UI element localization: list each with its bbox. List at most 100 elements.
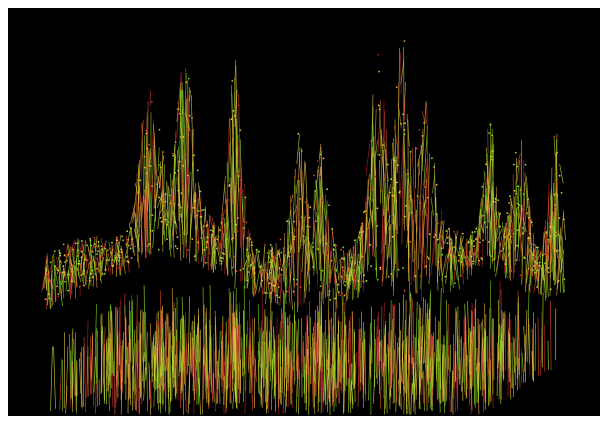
strand (125, 359, 127, 400)
strand (398, 379, 401, 407)
point (174, 141, 177, 144)
strand (115, 334, 118, 403)
point (557, 279, 560, 282)
point (453, 231, 455, 233)
strand (297, 180, 300, 313)
point (179, 88, 182, 91)
point (312, 266, 315, 268)
strand (271, 250, 276, 269)
strand (174, 307, 176, 387)
strand (231, 60, 236, 212)
strand (113, 306, 116, 376)
point (340, 275, 343, 278)
point (100, 245, 103, 248)
point (111, 241, 113, 244)
point (166, 223, 168, 226)
point (104, 247, 107, 250)
point (118, 254, 121, 257)
strand (205, 324, 208, 403)
strand (359, 329, 361, 391)
strand (515, 315, 517, 366)
point (534, 260, 537, 263)
strand (516, 160, 520, 183)
strand (71, 360, 74, 413)
strand (483, 337, 486, 410)
strand (127, 363, 129, 414)
strand (141, 309, 145, 389)
point (300, 150, 303, 152)
strand (318, 311, 321, 371)
point (479, 241, 481, 244)
point (435, 213, 438, 215)
strand (432, 172, 436, 194)
strand (99, 243, 106, 275)
point (266, 252, 269, 254)
strand (283, 317, 287, 397)
strand (431, 345, 433, 411)
point (424, 265, 427, 268)
strand (288, 220, 292, 254)
point (103, 272, 106, 275)
point (390, 178, 392, 181)
point (329, 299, 332, 301)
strand (46, 272, 51, 301)
strand (71, 239, 76, 289)
point (419, 213, 421, 216)
point (388, 244, 390, 247)
strand (333, 342, 336, 389)
point (361, 255, 364, 258)
point (166, 238, 168, 241)
strand (398, 337, 401, 370)
strand (422, 166, 428, 198)
point (116, 239, 119, 242)
strand (517, 357, 519, 391)
point (56, 269, 59, 272)
strand (407, 314, 410, 370)
strand (387, 346, 390, 385)
strand (459, 358, 462, 392)
point (497, 199, 500, 202)
point (523, 193, 525, 196)
strand (302, 216, 306, 226)
point (557, 233, 560, 236)
strand (65, 346, 69, 405)
strand (193, 348, 195, 415)
strand (120, 345, 123, 400)
point (240, 179, 243, 181)
strand (325, 194, 328, 274)
strand (445, 242, 451, 284)
strand (329, 250, 332, 279)
point (49, 261, 52, 264)
strand (482, 192, 484, 267)
strand (115, 238, 121, 260)
strand (524, 309, 528, 383)
strand (476, 347, 479, 389)
strand (338, 347, 341, 383)
point (46, 273, 49, 275)
strand (524, 198, 527, 288)
strand (526, 248, 531, 284)
strand (292, 323, 294, 371)
strand (263, 263, 266, 295)
point (492, 201, 495, 203)
strand (225, 199, 227, 269)
point (96, 253, 98, 256)
strand (498, 236, 502, 259)
strand (412, 365, 415, 412)
point (378, 154, 381, 156)
point (307, 221, 310, 224)
strand (249, 339, 253, 377)
strand (289, 351, 292, 398)
point (483, 221, 486, 224)
strand (460, 237, 464, 285)
point (230, 238, 233, 240)
strand (331, 227, 335, 246)
strand (385, 129, 388, 186)
point (67, 289, 70, 292)
point (149, 160, 151, 163)
strand (146, 350, 148, 412)
strand (255, 250, 260, 269)
point (542, 254, 544, 257)
point (218, 229, 221, 231)
strand (296, 134, 300, 164)
